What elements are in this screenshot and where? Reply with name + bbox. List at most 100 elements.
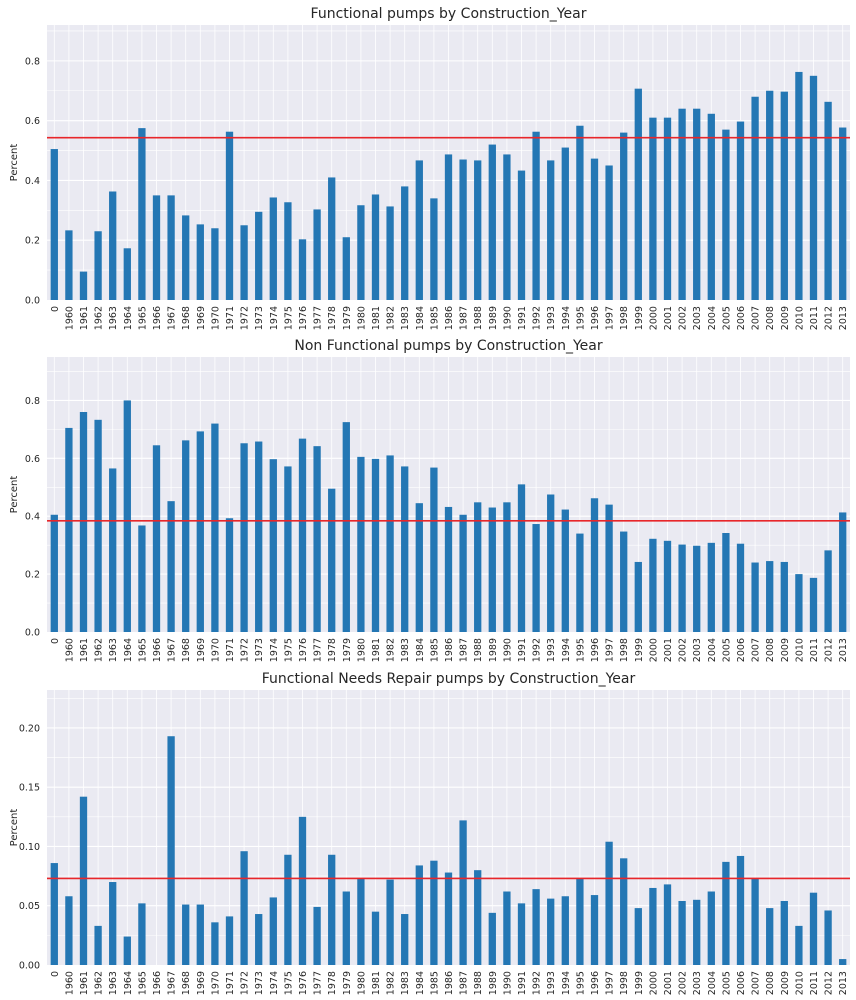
- bar-1973: [255, 211, 263, 300]
- bar-1963: [109, 468, 117, 632]
- bar-1972: [240, 225, 248, 300]
- x-tick-label: 1968: [181, 971, 192, 995]
- x-tick-label: 2003: [692, 638, 703, 662]
- x-tick-label: 2002: [678, 971, 689, 995]
- x-tick-label: 1966: [152, 306, 163, 330]
- x-tick-label: 1988: [473, 638, 484, 662]
- bar-1978: [328, 177, 336, 300]
- bar-2013: [839, 127, 847, 300]
- bar-1972: [240, 443, 248, 632]
- bar-1984: [415, 160, 423, 300]
- bar-1997: [605, 165, 613, 300]
- bar-2013: [839, 959, 847, 965]
- bar-1999: [634, 88, 642, 300]
- bar-1995: [576, 533, 584, 632]
- x-tick-label: 1989: [488, 306, 499, 330]
- bar-1980: [357, 456, 365, 632]
- bar-2008: [766, 90, 774, 301]
- bar-2012: [824, 101, 832, 301]
- x-tick-label: 1972: [240, 306, 251, 330]
- bar-2007: [751, 878, 759, 965]
- bar-1970: [211, 922, 219, 965]
- bar-1975: [284, 466, 292, 632]
- x-tick-label: 1966: [152, 638, 163, 662]
- x-tick-label: 1986: [444, 971, 455, 995]
- x-tick-label: 1995: [575, 971, 586, 995]
- x-tick-label: 1996: [590, 306, 601, 330]
- x-tick-label: 1991: [517, 971, 528, 995]
- x-tick-label: 1962: [94, 971, 105, 995]
- bar-1968: [182, 440, 190, 632]
- x-tick-label: 1978: [327, 306, 338, 330]
- x-tick-label: 1963: [108, 638, 119, 662]
- bar-1971: [225, 131, 234, 300]
- x-tick-label: 1996: [590, 638, 601, 662]
- x-tick-label: 1965: [137, 638, 148, 662]
- x-tick-label: 1967: [167, 306, 178, 330]
- x-tick-label: 1985: [429, 971, 440, 995]
- bar-1977: [313, 906, 321, 965]
- x-tick-label: 1998: [619, 971, 630, 995]
- bar-1977: [313, 209, 321, 300]
- x-tick-label: 2000: [648, 638, 659, 662]
- bar-1998: [620, 858, 628, 965]
- x-tick-label: 1999: [634, 306, 645, 330]
- bar-1994: [561, 147, 569, 300]
- x-tick-label: 1974: [269, 971, 280, 995]
- bar-2007: [751, 96, 759, 300]
- bar-1983: [401, 186, 409, 300]
- bar-1990: [503, 502, 511, 632]
- bar-1978: [328, 488, 336, 632]
- bar-2000: [649, 538, 657, 632]
- x-tick-label: 1966: [152, 971, 163, 995]
- x-tick-label: 2005: [721, 306, 732, 330]
- y-tick-label: 0.2: [25, 570, 40, 581]
- bar-1979: [342, 891, 350, 965]
- x-tick-label: 2003: [692, 306, 703, 330]
- y-tick-label: 0.8: [25, 56, 40, 67]
- bar-1967: [167, 501, 175, 632]
- x-tick-label: 1994: [561, 971, 572, 995]
- x-tick-label: 2004: [707, 306, 718, 330]
- bar-1990: [503, 891, 511, 965]
- bar-2004: [707, 891, 715, 965]
- bar-1962: [94, 419, 102, 632]
- x-tick-label: 2013: [838, 971, 849, 995]
- bar-1961: [79, 796, 88, 965]
- bar-1991: [517, 170, 526, 300]
- bar-1978: [328, 854, 336, 965]
- y-tick-label: 0.15: [19, 783, 40, 794]
- bar-1976: [298, 816, 307, 965]
- bar-1988: [474, 870, 482, 965]
- bar-1974: [269, 459, 277, 632]
- bar-1993: [547, 494, 555, 632]
- x-tick-label: 2005: [721, 971, 732, 995]
- bar-1976: [298, 438, 307, 632]
- x-tick-label: 1992: [532, 638, 543, 662]
- x-tick-label: 2007: [751, 306, 762, 330]
- bar-1983: [401, 466, 409, 632]
- x-tick-label: 2010: [794, 638, 805, 662]
- x-tick-label: 0: [50, 971, 61, 977]
- x-tick-label: 2006: [736, 971, 747, 995]
- bar-1966: [152, 195, 161, 300]
- bar-0: [50, 514, 58, 632]
- bar-1964: [123, 936, 131, 965]
- x-tick-label: 1987: [459, 638, 470, 662]
- bar-1966: [152, 445, 161, 632]
- bar-2008: [766, 561, 774, 632]
- bar-2011: [809, 75, 818, 300]
- y-tick-label: 0.20: [19, 723, 40, 734]
- x-tick-label: 1973: [254, 638, 265, 662]
- x-tick-label: 1969: [196, 971, 207, 995]
- bar-2008: [766, 908, 774, 965]
- x-tick-label: 2007: [751, 971, 762, 995]
- x-tick-label: 1980: [356, 306, 367, 330]
- x-tick-label: 1964: [123, 971, 134, 995]
- x-tick-label: 2012: [824, 306, 835, 330]
- bar-1984: [415, 503, 423, 632]
- x-tick-label: 2009: [780, 306, 791, 330]
- bar-1991: [517, 903, 526, 965]
- x-tick-label: 1990: [502, 638, 513, 662]
